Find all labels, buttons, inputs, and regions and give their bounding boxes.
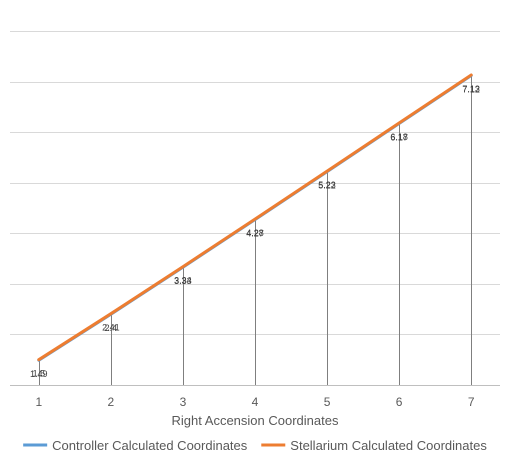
data-label-series-2: 2.41	[102, 323, 120, 333]
data-label-series-2: 6.18	[390, 132, 408, 142]
data-label-series-2: 5.23	[318, 180, 336, 190]
legend-item: Stellarium Calculated Coordinates	[261, 438, 487, 453]
data-label-series-1: 6.17	[390, 133, 408, 143]
x-axis-title: Right Accension Coordinates	[172, 413, 339, 428]
data-label-series-2: 7.13	[462, 84, 480, 94]
data-label-series-1: 7.12	[462, 85, 480, 95]
data-label-series-1: 2.4	[105, 323, 118, 333]
series-line-2	[37, 73, 473, 362]
legend: Controller Calculated Coordinates Stellar…	[23, 438, 487, 453]
x-tick-label: 7	[468, 395, 475, 409]
legend-label: Stellarium Calculated Coordinates	[290, 438, 487, 453]
data-label-series-1: 3.33	[174, 276, 192, 286]
data-label-series-2: 4.28	[246, 228, 264, 238]
data-label-series-2: 1.5	[33, 369, 46, 379]
x-tick-label: 3	[180, 395, 187, 409]
data-label-series-1: 4.27	[246, 229, 264, 239]
x-tick-label: 4	[252, 395, 259, 409]
x-tick-label: 6	[396, 395, 403, 409]
x-tick-label: 5	[324, 395, 331, 409]
legend-label: Controller Calculated Coordinates	[52, 438, 248, 453]
x-tick-label: 2	[108, 395, 115, 409]
x-axis-ticks: 1 2 3 4 5 6 7	[35, 395, 474, 409]
x-tick-label: 1	[35, 395, 42, 409]
legend-item: Controller Calculated Coordinates	[23, 438, 248, 453]
data-label-series-1: 5.22	[318, 181, 336, 191]
data-labels: 1.49 2.4 3.33 4.27 5.22 6.17 7.12 1.5 2.41 3.34 4.…	[30, 84, 480, 379]
data-label-series-1: 1.49	[30, 369, 48, 379]
data-label-series-2: 3.34	[174, 276, 192, 286]
series-lines	[37, 73, 473, 362]
drop-lines	[39, 74, 472, 385]
